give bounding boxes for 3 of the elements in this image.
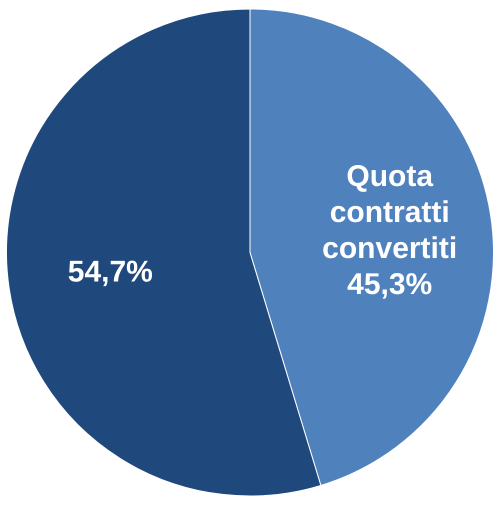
- data-label: 54,7%: [68, 256, 153, 289]
- slice-label: Quota contratti convertiti: [322, 160, 458, 265]
- data-label: 45,3%: [347, 268, 432, 301]
